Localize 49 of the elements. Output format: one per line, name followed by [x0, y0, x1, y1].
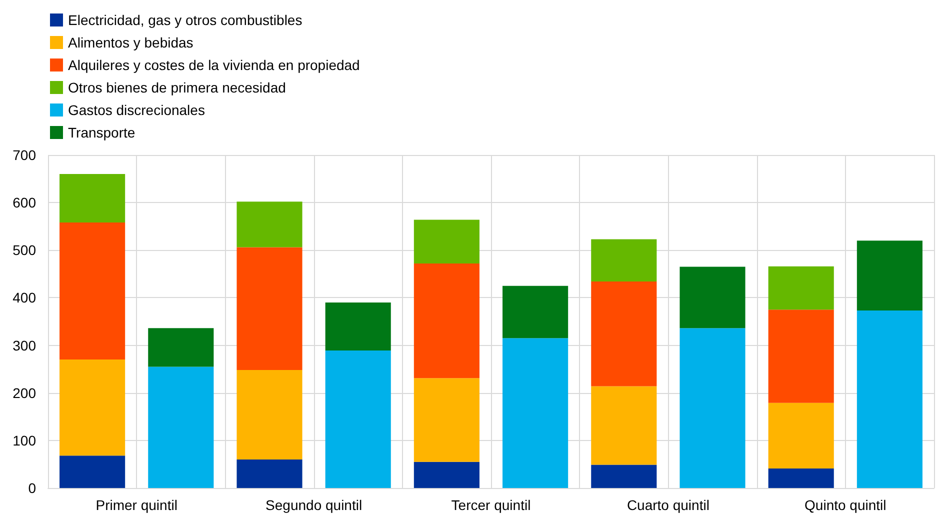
- bar: [148, 328, 214, 367]
- bar: [502, 338, 568, 488]
- x-tick-label: Cuarto quintil: [626, 497, 710, 513]
- bar: [591, 282, 657, 386]
- bar: [325, 350, 391, 488]
- bar: [768, 468, 834, 488]
- bar: [325, 302, 391, 351]
- y-tick-label: 700: [12, 147, 36, 163]
- bar: [236, 202, 302, 248]
- bar: [502, 286, 568, 338]
- bar: [414, 220, 480, 264]
- bar: [856, 240, 922, 311]
- bar: [60, 222, 126, 360]
- x-tick-label: Segundo quintil: [266, 497, 362, 513]
- y-tick-label: 300: [12, 337, 36, 354]
- bar: [768, 402, 834, 468]
- bar: [148, 366, 214, 488]
- bar: [680, 328, 746, 488]
- y-tick-label: 200: [12, 384, 36, 401]
- bar: [60, 174, 126, 223]
- legend-label: Electricidad, gas y otros combustibles: [68, 12, 302, 28]
- bar: [414, 378, 480, 462]
- legend-label: Alquileres y costes de la vivienda en propiedad: [68, 57, 360, 73]
- bar: [414, 462, 480, 488]
- x-tick-label: Quinto quintil: [804, 497, 886, 513]
- bar: [856, 310, 922, 488]
- y-tick-label: 600: [12, 194, 36, 211]
- bar: [236, 459, 302, 488]
- bar: [236, 247, 302, 370]
- legend-label: Otros bienes de primera necesidad: [68, 80, 286, 96]
- bar: [591, 239, 657, 282]
- bar: [60, 456, 126, 488]
- bar: [236, 370, 302, 460]
- legend-label: Alimentos y bebidas: [68, 34, 194, 50]
- y-tick-label: 100: [12, 432, 36, 448]
- y-tick-label: 400: [12, 290, 36, 306]
- bar: [768, 310, 834, 403]
- bar: [591, 464, 657, 488]
- bar: [591, 386, 657, 465]
- y-tick-label: 500: [12, 242, 36, 258]
- bar: [680, 266, 746, 328]
- bar: [768, 266, 834, 310]
- bar: [60, 360, 126, 456]
- x-tick-label: Primer quintil: [96, 497, 178, 513]
- y-tick-label: 0: [28, 480, 36, 496]
- bar: [414, 263, 480, 378]
- x-tick-label: Tercer quintil: [451, 497, 531, 513]
- legend-label: Gastos discrecionales: [68, 102, 205, 118]
- legend-label: Transporte: [68, 124, 136, 140]
